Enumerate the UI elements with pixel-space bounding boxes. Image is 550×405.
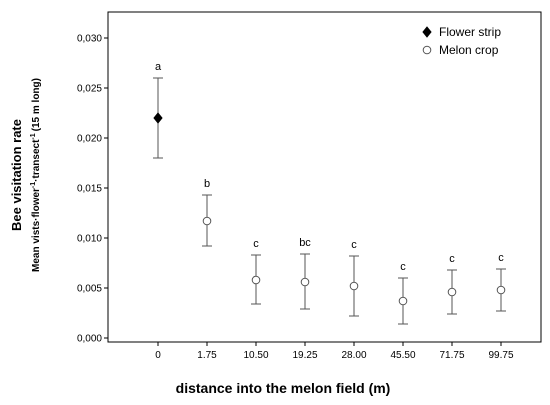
x-tick-label: 1.75 [197, 350, 217, 361]
data-point-circle [349, 281, 359, 291]
y-sub-mid: ·transect [31, 139, 42, 182]
significance-letter: c [253, 238, 259, 250]
data-point-circle [447, 287, 457, 297]
legend-label: Melon crop [439, 43, 499, 57]
x-tick-label: 10.50 [243, 350, 268, 361]
data-point-diamond [153, 112, 163, 124]
y-tick-label: 0,020 [77, 134, 102, 145]
y-tick-label: 0,005 [77, 284, 102, 295]
plot-area [107, 11, 542, 343]
y-sub-tail: (15 m long) [31, 78, 42, 131]
significance-letter: a [155, 61, 162, 73]
legend-marker-diamond [422, 26, 432, 38]
significance-letter: b [204, 178, 210, 190]
y-tick-label: 0,025 [77, 84, 102, 95]
y-axis-title: Bee visitation rate Mean vists·flower-1·… [9, 78, 42, 272]
x-tick-label: 19.25 [292, 350, 317, 361]
x-tick-label: 99.75 [488, 350, 513, 361]
data-point-circle [202, 216, 212, 226]
y-tick-label: 0,015 [77, 184, 102, 195]
x-tick-label: 28.00 [341, 350, 366, 361]
y-axis: 0,000 0,005 0,010 0,015 0,020 0,025 0,030 [77, 34, 108, 345]
data-point-circle [251, 275, 261, 285]
data-point-circle [496, 285, 506, 295]
data-point-circle [398, 296, 408, 306]
x-tick-label: 45.50 [390, 350, 415, 361]
y-tick-label: 0,030 [77, 34, 102, 45]
x-tick-label: 0 [155, 350, 161, 361]
y-sub-base: Mean vists·flower [31, 188, 42, 272]
legend-marker-circle [422, 45, 432, 55]
y-sub-exp1: -1 [30, 182, 37, 188]
x-axis: 0 1.75 10.50 19.25 28.00 45.50 71.75 99.75 [155, 342, 514, 361]
y-tick-label: 0,000 [77, 334, 102, 345]
significance-letter: c [400, 261, 406, 273]
y-tick-label: 0,010 [77, 234, 102, 245]
x-tick-label: 71.75 [439, 350, 464, 361]
data-marks: abc bc ccc c [153, 61, 506, 325]
significance-letter: c [498, 252, 504, 264]
legend: Flower strip Melon crop [422, 25, 501, 57]
data-point-circle [300, 277, 310, 287]
significance-letter: c [351, 239, 357, 251]
x-axis-title: distance into the melon field (m) [176, 380, 391, 396]
y-axis-title-sub: Mean vists·flower-1·transect-1(15 m long… [30, 78, 42, 272]
y-axis-title-main: Bee visitation rate [9, 119, 24, 231]
y-sub-exp2: -1 [30, 133, 37, 139]
legend-label: Flower strip [439, 25, 501, 39]
significance-letter: bc [299, 237, 311, 249]
significance-letter: c [449, 253, 455, 265]
